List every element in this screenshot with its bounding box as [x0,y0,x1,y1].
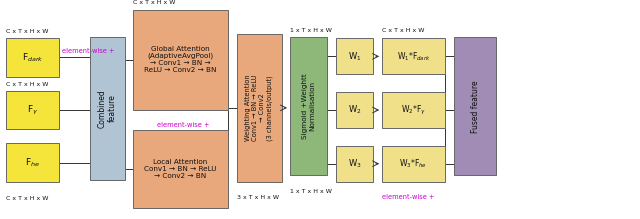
Text: Local Attention
Conv1 → BN → ReLU
→ Conv2 → BN: Local Attention Conv1 → BN → ReLU → Conv… [144,159,217,179]
FancyBboxPatch shape [382,146,445,182]
Text: W$_3$: W$_3$ [348,157,362,170]
FancyBboxPatch shape [382,38,445,74]
Text: F$_{\gamma}$: F$_{\gamma}$ [27,104,38,117]
Text: C x T x H x W: C x T x H x W [382,28,424,33]
FancyBboxPatch shape [6,91,59,129]
Text: element-wise +: element-wise + [62,48,115,54]
Text: C x T x H x W: C x T x H x W [133,0,175,5]
Text: W$_1$*F$_{dark}$: W$_1$*F$_{dark}$ [397,50,430,63]
FancyBboxPatch shape [237,34,282,182]
FancyBboxPatch shape [133,130,228,208]
FancyBboxPatch shape [336,92,373,128]
Text: C x T x H x W: C x T x H x W [6,81,49,87]
Text: C x T x H x W: C x T x H x W [6,29,49,34]
FancyBboxPatch shape [290,37,327,175]
FancyBboxPatch shape [133,10,228,110]
Text: 1 x T x H x W: 1 x T x H x W [290,28,332,33]
Text: Fused feature: Fused feature [470,80,480,132]
FancyBboxPatch shape [6,143,59,182]
FancyBboxPatch shape [454,37,496,175]
Text: F$_{he}$: F$_{he}$ [25,156,40,169]
Text: C x T x H x W: C x T x H x W [6,196,49,201]
Text: W$_2$*F$_{\gamma}$: W$_2$*F$_{\gamma}$ [401,104,426,117]
Text: Sigmoid +Weightt
Normalisation: Sigmoid +Weightt Normalisation [302,73,315,139]
FancyBboxPatch shape [382,92,445,128]
Text: W$_3$*F$_{he}$: W$_3$*F$_{he}$ [399,157,428,170]
Text: F$_{dark}$: F$_{dark}$ [22,51,44,64]
Text: W$_2$: W$_2$ [348,104,362,116]
Text: 3 x T x H x W: 3 x T x H x W [237,195,279,200]
Text: Global Attention
(AdaptiveAvgPool)
→ Conv1 → BN →
ReLU → Conv2 → BN: Global Attention (AdaptiveAvgPool) → Con… [144,46,217,73]
FancyBboxPatch shape [90,37,125,180]
Text: Weighting Attention
Conv1 → BN → ReLU
→ Conv2
(3 channels/output): Weighting Attention Conv1 → BN → ReLU → … [246,74,273,141]
Text: element-wise +: element-wise + [382,194,435,200]
Text: element-wise +: element-wise + [157,122,209,128]
Text: W$_1$: W$_1$ [348,50,362,63]
FancyBboxPatch shape [336,146,373,182]
Text: 1 x T x H x W: 1 x T x H x W [290,189,332,194]
FancyBboxPatch shape [6,38,59,77]
Text: Combined
feature: Combined feature [97,89,117,128]
FancyBboxPatch shape [336,38,373,74]
